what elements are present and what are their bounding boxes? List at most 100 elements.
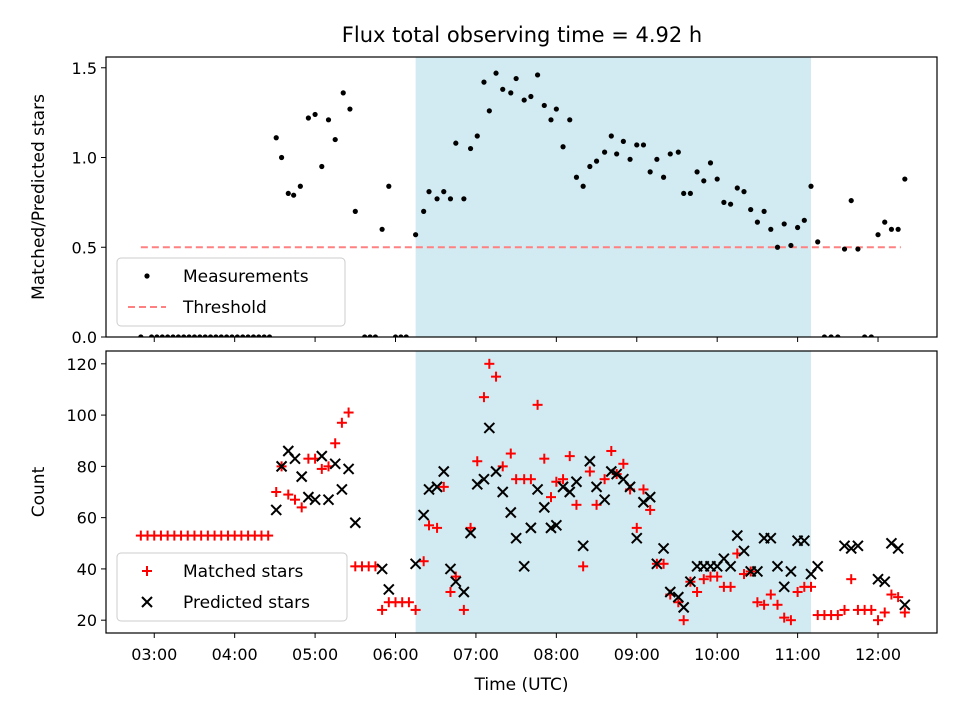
measurement-point xyxy=(687,190,693,197)
matched-stars-point xyxy=(296,502,307,513)
predicted-stars-point-b xyxy=(651,558,663,570)
observing-interval-shade xyxy=(415,351,812,633)
predicted-stars-point xyxy=(309,493,321,506)
measurement-point xyxy=(828,334,834,337)
predicted-stars-point xyxy=(316,450,328,462)
measurement-point xyxy=(285,190,291,197)
predicted-stars-point-b xyxy=(282,445,294,457)
matched-stars-point xyxy=(873,615,884,626)
matched-stars-point xyxy=(316,463,327,474)
matched-stars-point xyxy=(879,607,890,618)
legend: Measurements Threshold xyxy=(116,257,346,327)
x-tick-label: 05:00 xyxy=(292,645,338,664)
predicted-stars-point xyxy=(577,540,589,552)
legend-label: Predicted stars xyxy=(183,593,310,613)
y-tick-label: 1.0 xyxy=(72,149,97,168)
y-tick-label: 120 xyxy=(66,355,97,374)
predicted-stars-point-b xyxy=(718,552,730,565)
measurement-point xyxy=(202,334,208,337)
predicted-stars-point-b xyxy=(852,540,864,552)
predicted-stars-point-b xyxy=(478,473,490,485)
measurement-point xyxy=(250,334,257,337)
matched-stars-point xyxy=(698,574,709,585)
predicted-stars-point xyxy=(785,565,797,578)
predicted-stars-point xyxy=(564,486,576,498)
measurement-point xyxy=(862,334,868,337)
series-0 xyxy=(138,70,908,337)
matched-stars-point xyxy=(759,599,770,610)
measurement-point xyxy=(392,334,399,337)
measurement-point xyxy=(266,334,273,337)
x-tick-label: 04:00 xyxy=(212,645,258,664)
predicted-stars-point-b xyxy=(610,468,623,480)
predicted-stars-point-b xyxy=(423,483,435,496)
measurement-point xyxy=(305,115,311,121)
matched-stars-point xyxy=(631,522,642,533)
predicted-stars-point-b xyxy=(631,532,643,544)
measurement-point xyxy=(386,183,392,189)
x-tick-label: 08:00 xyxy=(533,645,579,664)
predicted-stars-point-b xyxy=(417,509,430,521)
legend-label: Matched stars xyxy=(183,562,303,582)
matched-stars-point xyxy=(712,571,723,582)
predicted-stars-point-b xyxy=(349,517,362,529)
measurement-point xyxy=(714,176,720,182)
measurement-point xyxy=(352,208,358,214)
matched-stars-point xyxy=(839,604,850,615)
legend-box xyxy=(116,552,348,622)
predicted-stars-point-b xyxy=(577,540,589,552)
matched-stars-point xyxy=(410,604,421,615)
measurement-point xyxy=(175,334,181,337)
measurement-point xyxy=(573,174,580,180)
measurement-point xyxy=(602,149,608,155)
predicted-stars-point xyxy=(684,576,697,588)
matched-stars-point xyxy=(571,499,582,510)
predicted-stars-point-b xyxy=(751,565,764,578)
measurement-point xyxy=(841,246,848,252)
measurement-point xyxy=(835,334,841,337)
matched-stars-point xyxy=(658,558,669,569)
predicted-stars-point-b xyxy=(605,465,618,478)
predicted-stars-point-b xyxy=(899,599,911,611)
measurement-point xyxy=(325,117,332,123)
measurement-point xyxy=(240,334,246,337)
measurement-point xyxy=(207,334,214,337)
matched-stars-point xyxy=(832,610,843,621)
measurement-point xyxy=(434,196,440,202)
predicted-stars-point-b xyxy=(316,450,328,462)
matched-stars-point xyxy=(424,520,435,531)
predicted-stars-point xyxy=(464,527,477,539)
series-0 xyxy=(135,358,910,626)
x-tick-label: 12:00 xyxy=(855,645,901,664)
predicted-stars-point xyxy=(497,486,509,498)
measurement-point xyxy=(138,334,144,337)
series-1 xyxy=(270,422,911,614)
predicted-stars-point xyxy=(417,509,430,521)
measurement-point xyxy=(500,86,506,92)
measurement-point xyxy=(640,142,647,148)
predicted-stars-point xyxy=(610,468,623,480)
predicted-stars-point-b xyxy=(289,452,301,465)
predicted-stars-point-b xyxy=(617,473,630,485)
measurement-point xyxy=(614,151,620,157)
predicted-stars-point-b xyxy=(564,486,576,498)
predicted-stars-point xyxy=(295,470,308,483)
measurement-point xyxy=(634,142,640,148)
measurement-point xyxy=(297,183,303,189)
predicted-stars-point xyxy=(590,481,603,493)
predicted-stars-point xyxy=(557,481,569,493)
measurement-point xyxy=(560,144,566,150)
predicted-stars-point xyxy=(570,476,583,488)
predicted-stars-point-b xyxy=(724,560,737,573)
y-tick-label: 100 xyxy=(66,406,97,425)
measurement-point xyxy=(148,334,155,337)
matched-stars-point xyxy=(678,615,689,626)
measurement-point xyxy=(181,334,187,337)
predicted-stars-point xyxy=(677,601,690,614)
legend: Matched stars Predicted stars xyxy=(116,552,348,622)
measurement-point xyxy=(170,334,176,337)
predicted-stars-point-b xyxy=(525,522,537,534)
measurement-point xyxy=(474,133,480,139)
measurement-point xyxy=(694,169,700,175)
plot-frame xyxy=(105,350,938,634)
